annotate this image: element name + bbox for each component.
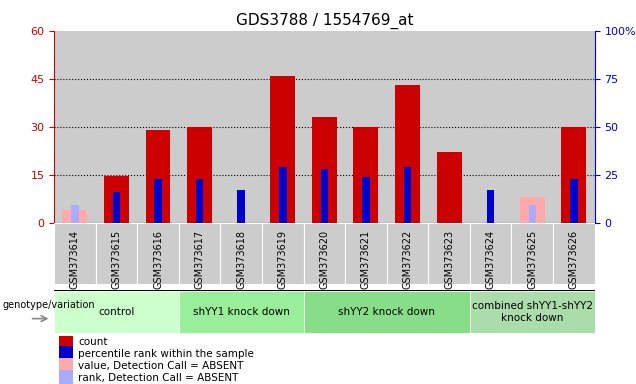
Bar (395, 85, 420, 223)
Bar (570, 179, 577, 223)
Bar (562, 127, 586, 223)
Bar (95, 223, 137, 284)
Bar (262, 223, 303, 284)
Text: percentile rank within the sample: percentile rank within the sample (78, 349, 254, 359)
Bar (437, 152, 462, 223)
Bar (54, 223, 95, 284)
Text: GSM373618: GSM373618 (236, 230, 246, 289)
Bar (62, 210, 87, 223)
Text: rank, Detection Call = ABSENT: rank, Detection Call = ABSENT (78, 373, 238, 383)
Bar (237, 190, 245, 223)
Bar (529, 205, 536, 223)
Bar (345, 223, 387, 284)
Bar (137, 31, 179, 223)
Text: GSM373623: GSM373623 (444, 230, 454, 289)
Text: GSM373617: GSM373617 (195, 230, 205, 289)
Bar (511, 223, 553, 284)
Bar (179, 291, 303, 333)
Text: GSM373621: GSM373621 (361, 230, 371, 289)
Bar (553, 223, 595, 284)
Text: GSM373622: GSM373622 (403, 230, 413, 289)
Bar (470, 31, 511, 223)
Bar (511, 31, 553, 223)
Bar (470, 291, 595, 333)
Bar (520, 197, 545, 223)
Bar (553, 31, 595, 223)
Text: shYY2 knock down: shYY2 knock down (338, 307, 435, 317)
Text: shYY1 knock down: shYY1 knock down (193, 307, 289, 317)
Bar (487, 190, 494, 223)
Bar (262, 31, 303, 223)
Bar (179, 31, 221, 223)
Text: GSM373625: GSM373625 (527, 230, 537, 289)
Bar (387, 223, 428, 284)
Bar (196, 179, 204, 223)
Bar (279, 167, 287, 223)
Text: GSM373620: GSM373620 (319, 230, 329, 289)
Bar (470, 223, 511, 284)
Text: value, Detection Call = ABSENT: value, Detection Call = ABSENT (78, 361, 244, 371)
Text: GSM373626: GSM373626 (569, 230, 579, 289)
Bar (363, 177, 370, 223)
Bar (321, 169, 328, 223)
Bar (179, 223, 221, 284)
Bar (60, 334, 73, 348)
Text: GSM373619: GSM373619 (278, 230, 287, 289)
Bar (428, 223, 470, 284)
Bar (187, 127, 212, 223)
Bar (428, 31, 470, 223)
Bar (221, 223, 262, 284)
Text: genotype/variation: genotype/variation (2, 300, 95, 310)
Bar (303, 223, 345, 284)
Bar (54, 291, 179, 333)
Bar (95, 31, 137, 223)
Bar (221, 31, 262, 223)
Bar (312, 117, 337, 223)
Bar (146, 130, 170, 223)
Bar (345, 31, 387, 223)
Title: GDS3788 / 1554769_at: GDS3788 / 1554769_at (235, 13, 413, 29)
Bar (404, 167, 411, 223)
Text: GSM373614: GSM373614 (70, 230, 80, 289)
Bar (71, 205, 79, 223)
Text: GSM373615: GSM373615 (111, 230, 121, 289)
Bar (54, 31, 95, 223)
Text: control: control (98, 307, 135, 317)
Text: count: count (78, 337, 108, 347)
Text: GSM373624: GSM373624 (486, 230, 495, 289)
Bar (137, 223, 179, 284)
Bar (354, 127, 378, 223)
Bar (104, 176, 129, 223)
Bar (60, 358, 73, 372)
Bar (60, 346, 73, 360)
Bar (270, 76, 295, 223)
Text: GSM373616: GSM373616 (153, 230, 163, 289)
Bar (60, 370, 73, 384)
Bar (155, 179, 162, 223)
Bar (387, 31, 428, 223)
Bar (303, 291, 470, 333)
Bar (113, 192, 120, 223)
Bar (303, 31, 345, 223)
Text: combined shYY1-shYY2
knock down: combined shYY1-shYY2 knock down (472, 301, 593, 323)
